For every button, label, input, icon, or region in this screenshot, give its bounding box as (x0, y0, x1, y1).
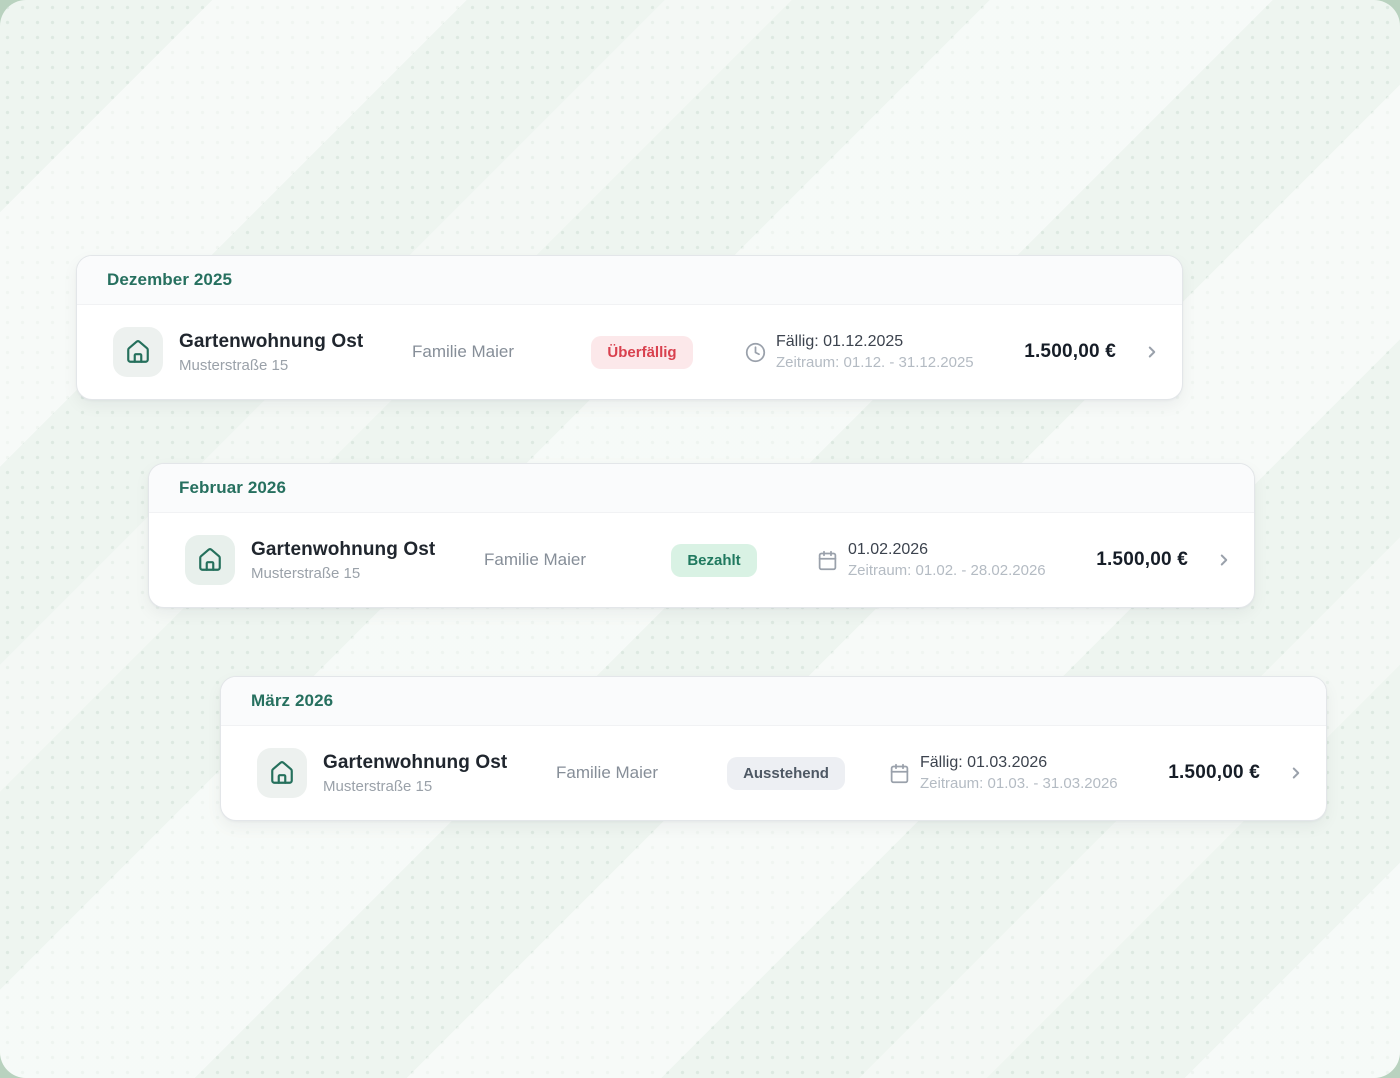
property-info: Gartenwohnung Ost Musterstraße 15 (179, 331, 412, 374)
property-icon-box (185, 535, 235, 585)
tenant-name: Familie Maier (556, 763, 659, 782)
date-lines: 01.02.2026 Zeitraum: 01.02. - 28.02.2026 (848, 541, 1046, 579)
month-title: Februar 2026 (179, 478, 287, 497)
payment-row[interactable]: Gartenwohnung Ost Musterstraße 15 Famili… (77, 305, 1182, 399)
payment-card-february: Februar 2026 Gartenwohnung Ost Musterstr… (148, 463, 1255, 608)
tenant-name: Familie Maier (412, 342, 515, 361)
status-cell: Ausstehend (721, 756, 851, 790)
card-header: März 2026 (221, 677, 1326, 726)
property-icon-box (257, 748, 307, 798)
property-name: Gartenwohnung Ost (323, 751, 508, 773)
tenant-name: Familie Maier (484, 550, 587, 569)
calendar-icon (889, 763, 910, 784)
property-address: Musterstraße 15 (179, 356, 289, 374)
payment-card-december: Dezember 2025 Gartenwohnung Ost Musterst… (76, 255, 1183, 400)
date-cell: Fällig: 01.12.2025 Zeitraum: 01.12. - 31… (745, 333, 995, 371)
period: Zeitraum: 01.03. - 31.03.2026 (920, 775, 1118, 792)
property-address: Musterstraße 15 (251, 564, 361, 582)
amount: 1.500,00 € (1096, 549, 1188, 570)
payment-row[interactable]: Gartenwohnung Ost Musterstraße 15 Famili… (221, 726, 1326, 820)
period: Zeitraum: 01.02. - 28.02.2026 (848, 562, 1046, 579)
property-address: Musterstraße 15 (323, 777, 433, 795)
date-cell: Fällig: 01.03.2026 Zeitraum: 01.03. - 31… (889, 754, 1139, 792)
status-cell: Bezahlt (649, 543, 779, 577)
clock-icon (745, 342, 766, 363)
payment-row[interactable]: Gartenwohnung Ost Musterstraße 15 Famili… (149, 513, 1254, 607)
chevron-right-icon[interactable] (1143, 343, 1161, 361)
payment-card-march: März 2026 Gartenwohnung Ost Musterstraße… (220, 676, 1327, 821)
date-lines: Fällig: 01.03.2026 Zeitraum: 01.03. - 31… (920, 754, 1118, 792)
house-icon (199, 548, 221, 571)
house-icon (271, 761, 293, 784)
status-cell: Überfällig (577, 335, 707, 369)
status-badge: Überfällig (591, 335, 693, 369)
due-date: Fällig: 01.12.2025 (776, 333, 904, 350)
month-title: Dezember 2025 (107, 270, 233, 289)
month-title: März 2026 (251, 691, 334, 710)
property-name: Gartenwohnung Ost (251, 538, 436, 560)
calendar-icon (817, 550, 838, 571)
period: Zeitraum: 01.12. - 31.12.2025 (776, 354, 974, 371)
property-info: Gartenwohnung Ost Musterstraße 15 (323, 752, 556, 795)
status-badge: Ausstehend (727, 756, 845, 790)
property-info: Gartenwohnung Ost Musterstraße 15 (251, 539, 484, 582)
house-icon (127, 340, 149, 363)
property-name: Gartenwohnung Ost (179, 330, 364, 352)
due-date: Fällig: 01.03.2026 (920, 754, 1048, 771)
amount: 1.500,00 € (1024, 341, 1116, 362)
date-cell: 01.02.2026 Zeitraum: 01.02. - 28.02.2026 (817, 541, 1067, 579)
chevron-right-icon[interactable] (1215, 551, 1233, 569)
card-header: Dezember 2025 (77, 256, 1182, 305)
property-icon-box (113, 327, 163, 377)
chevron-right-icon[interactable] (1287, 764, 1305, 782)
amount: 1.500,00 € (1168, 762, 1260, 783)
status-badge: Bezahlt (671, 543, 757, 577)
date-lines: Fällig: 01.12.2025 Zeitraum: 01.12. - 31… (776, 333, 974, 371)
card-header: Februar 2026 (149, 464, 1254, 513)
due-date: 01.02.2026 (848, 541, 929, 558)
